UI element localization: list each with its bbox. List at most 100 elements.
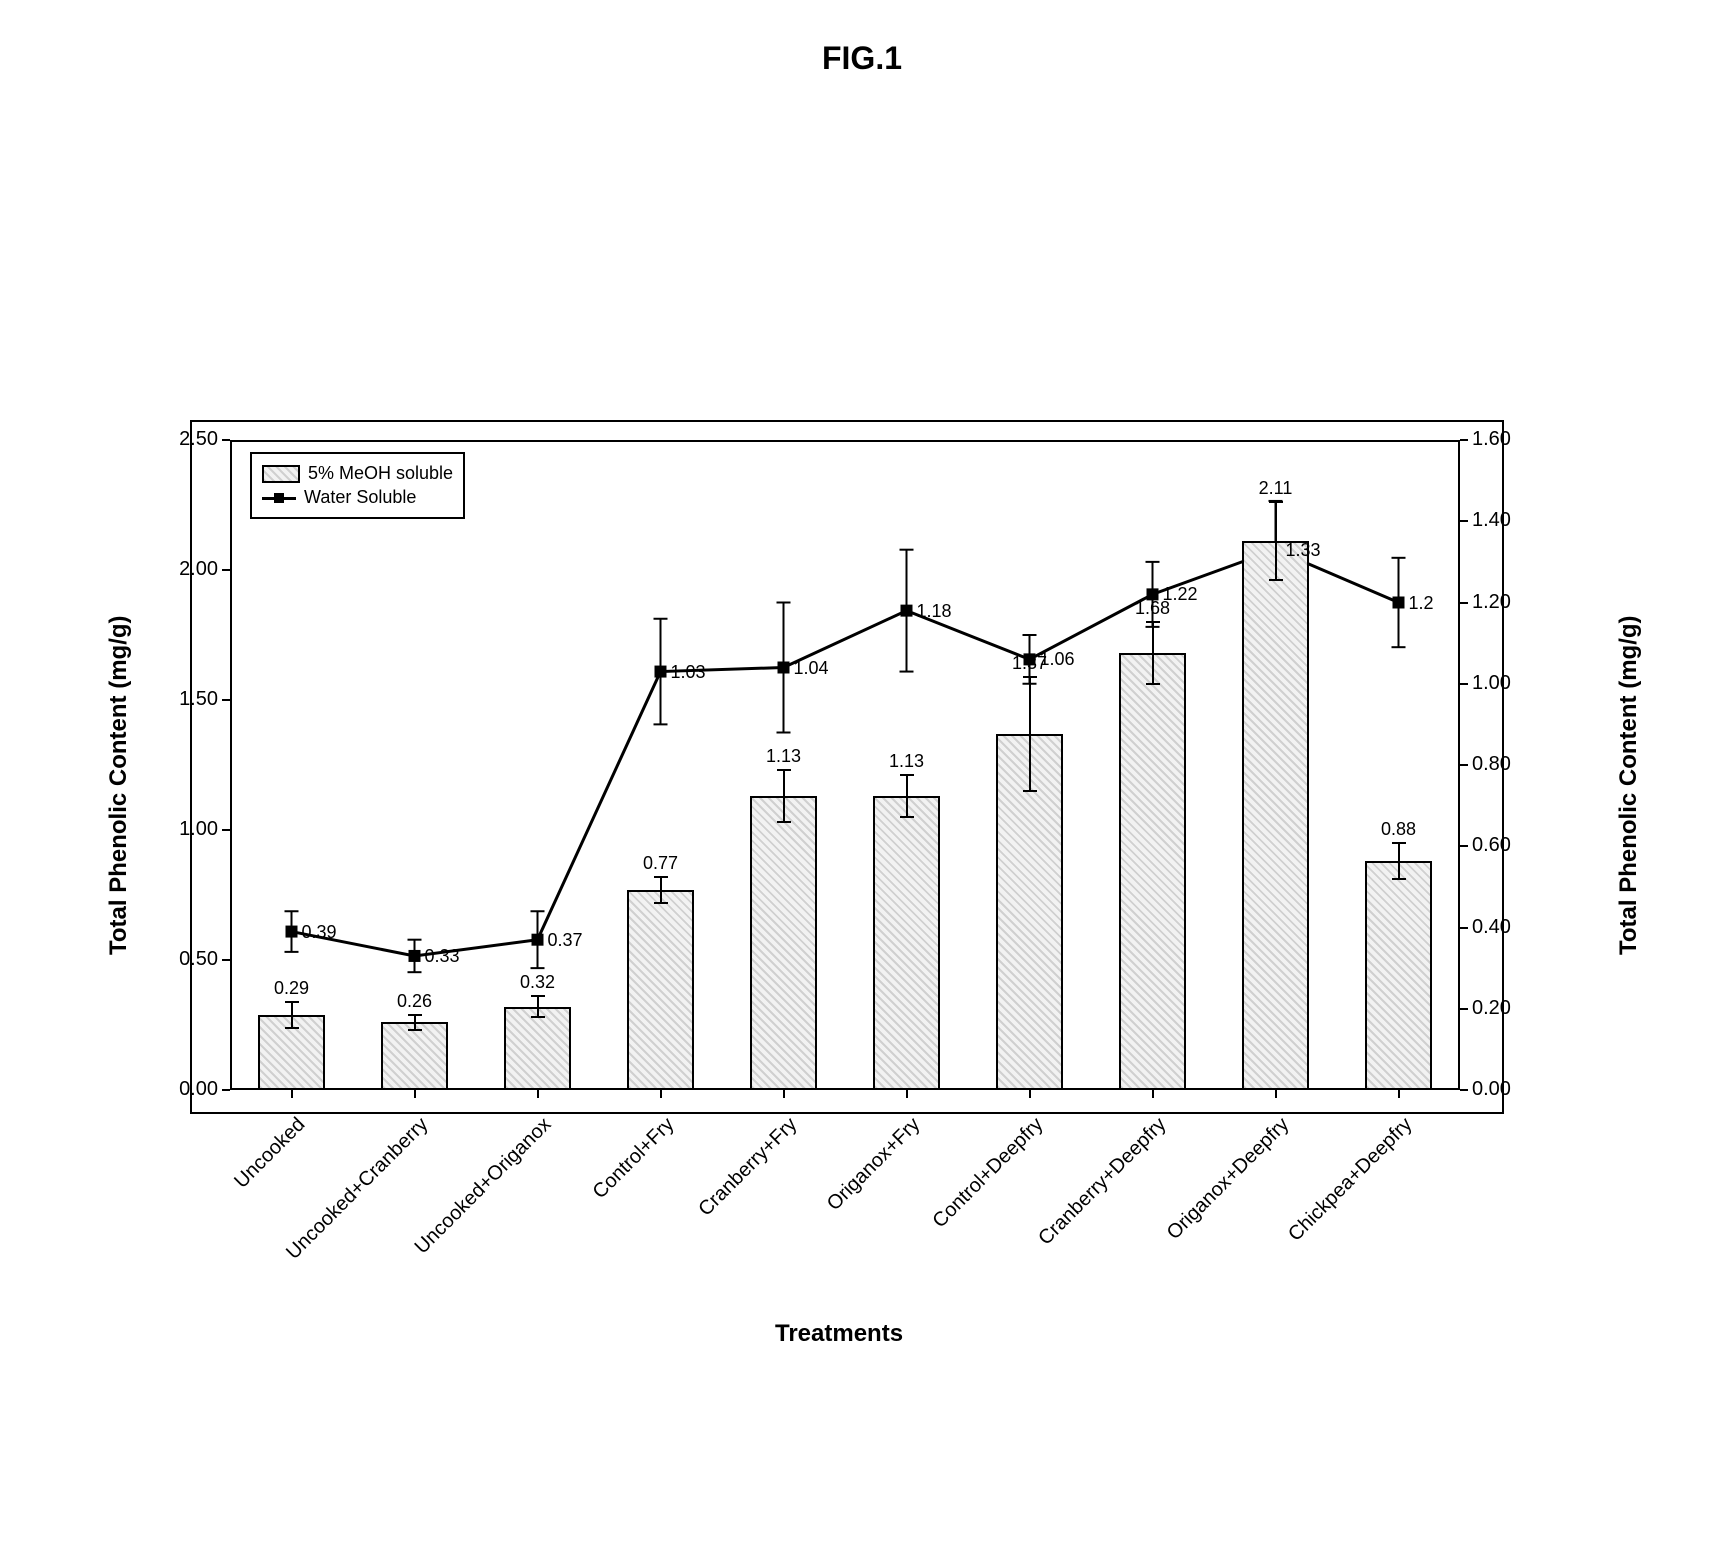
bar-data-label: 0.77: [631, 853, 691, 874]
bar-errorbar: [906, 775, 908, 817]
bar-errorcap: [285, 1001, 299, 1003]
bar: [1242, 541, 1310, 1090]
bar: [1119, 653, 1187, 1090]
x-tick: [660, 1090, 662, 1098]
bar-data-label: 1.13: [754, 746, 814, 767]
bar-errorcap: [900, 816, 914, 818]
y-right-tick: [1460, 683, 1468, 685]
y-right-tick-label: 0.20: [1472, 997, 1511, 1020]
y-right-tick-label: 0.80: [1472, 753, 1511, 776]
bar-errorcap: [531, 1016, 545, 1018]
bar-data-label: 0.32: [508, 972, 568, 993]
y-right-tick-label: 0.40: [1472, 916, 1511, 939]
y-left-tick-label: 2.00: [179, 558, 218, 581]
x-axis-line: [230, 1088, 1460, 1090]
bar-errorbar: [660, 877, 662, 903]
bar: [504, 1007, 572, 1090]
x-tick: [291, 1090, 293, 1098]
y-left-tick: [222, 959, 230, 961]
line-data-label: 1.33: [1286, 540, 1321, 561]
y-right-tick: [1460, 927, 1468, 929]
bar: [1365, 861, 1433, 1090]
y-right-tick: [1460, 845, 1468, 847]
bar-errorbar: [291, 1002, 293, 1028]
bar-errorbar: [783, 770, 785, 822]
y-right-tick: [1460, 764, 1468, 766]
y-left-tick-label: 0.50: [179, 948, 218, 971]
x-tick: [1029, 1090, 1031, 1098]
line-data-label: 1.03: [671, 662, 706, 683]
x-tick: [1152, 1090, 1154, 1098]
bar-errorbar: [1398, 843, 1400, 879]
bar-errorcap: [531, 995, 545, 997]
bar-errorbar: [414, 1015, 416, 1031]
bar-errorcap: [900, 774, 914, 776]
bar-errorbar: [1152, 622, 1154, 684]
bar-errorbar: [1275, 502, 1277, 580]
x-tick: [1275, 1090, 1277, 1098]
bar-errorcap: [1269, 501, 1283, 503]
bar: [873, 796, 941, 1090]
line-data-label: 0.37: [548, 930, 583, 951]
y-left-axis-line: [230, 440, 232, 1090]
y-right-tick-label: 1.00: [1472, 672, 1511, 695]
legend-swatch-bar-icon: [262, 465, 300, 483]
line-data-label: 0.33: [425, 946, 460, 967]
y-left-tick-label: 0.00: [179, 1078, 218, 1101]
plot-area: 0.290.260.320.771.131.131.371.682.110.88…: [230, 440, 1460, 1090]
bar-errorcap: [1146, 683, 1160, 685]
y-right-tick: [1460, 1089, 1468, 1091]
legend-label-bar: 5% MeOH soluble: [308, 463, 453, 484]
y-left-tick: [222, 1089, 230, 1091]
bar-errorcap: [408, 1014, 422, 1016]
y-left-tick: [222, 439, 230, 441]
bar-data-label: 0.26: [385, 991, 445, 1012]
line-data-label: 0.39: [302, 922, 337, 943]
y-right-tick-label: 0.00: [1472, 1078, 1511, 1101]
bar-errorbar: [1029, 677, 1031, 791]
line-data-label: 1.06: [1040, 649, 1075, 670]
bar-data-label: 1.13: [877, 751, 937, 772]
legend-label-line: Water Soluble: [304, 487, 416, 508]
y-right-tick: [1460, 1008, 1468, 1010]
bar-errorcap: [777, 821, 791, 823]
bar-errorcap: [1146, 621, 1160, 623]
line-data-label: 1.18: [917, 601, 952, 622]
legend-entry-line: Water Soluble: [262, 487, 453, 508]
bar-errorbar: [537, 996, 539, 1017]
line-data-label: 1.2: [1409, 593, 1434, 614]
x-tick: [537, 1090, 539, 1098]
y-left-tick-label: 2.50: [179, 428, 218, 451]
y-right-tick-label: 0.60: [1472, 834, 1511, 857]
y-right-axis-line: [1458, 440, 1460, 1090]
legend-swatch-line-icon: [262, 491, 296, 505]
bar-errorcap: [777, 769, 791, 771]
legend-entry-bar: 5% MeOH soluble: [262, 463, 453, 484]
y-right-tick: [1460, 439, 1468, 441]
y-right-tick: [1460, 602, 1468, 604]
y-left-tick-label: 1.50: [179, 688, 218, 711]
bar-errorcap: [654, 876, 668, 878]
bar: [381, 1022, 449, 1090]
bar-errorcap: [1392, 842, 1406, 844]
x-tick: [414, 1090, 416, 1098]
bar-data-label: 2.11: [1246, 478, 1306, 499]
line-data-label: 1.04: [794, 658, 829, 679]
line-series-path: [292, 550, 1399, 956]
y-axis-left-title: Total Phenolic Content (mg/g): [105, 615, 133, 955]
x-tick: [906, 1090, 908, 1098]
x-axis-title: Treatments: [775, 1320, 903, 1348]
y-left-tick-label: 1.00: [179, 818, 218, 841]
bar: [627, 890, 695, 1090]
top-axis-line: [230, 440, 1460, 442]
bar: [750, 796, 818, 1090]
legend: 5% MeOH soluble Water Soluble: [250, 452, 465, 519]
y-right-tick-label: 1.20: [1472, 591, 1511, 614]
y-left-tick: [222, 829, 230, 831]
bar-errorcap: [408, 1029, 422, 1031]
figure-title: FIG.1: [0, 40, 1724, 77]
bar-data-label: 0.29: [262, 978, 322, 999]
y-left-tick: [222, 569, 230, 571]
x-tick: [783, 1090, 785, 1098]
bar-errorcap: [1392, 878, 1406, 880]
